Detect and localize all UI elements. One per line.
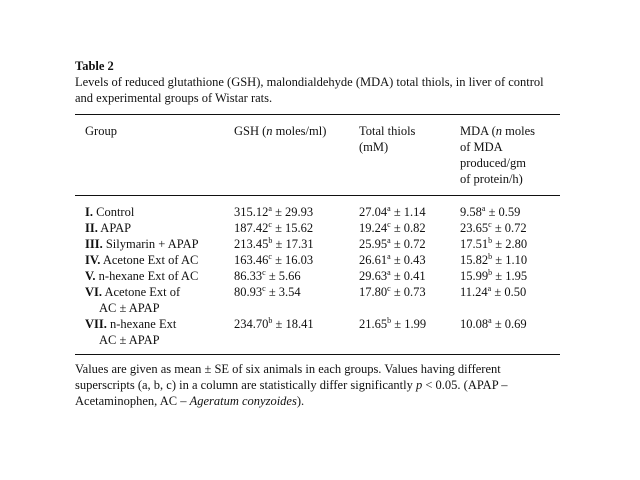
cell-total-thiols: 19.24c ± 0.82: [359, 219, 426, 235]
cell-group: IV. Acetone Ext of AC: [85, 253, 199, 267]
header-rule: [75, 195, 560, 196]
table-row: II. APAP 187.42c ± 15.62 19.24c ± 0.82 23.6…: [75, 220, 560, 236]
cell-gsh: 163.46c ± 16.03: [234, 251, 314, 267]
cell-group: VI. Acetone Ext of AC ± APAP: [85, 285, 181, 315]
cell-gsh: 187.42c ± 15.62: [234, 219, 314, 235]
cell-mda: 15.99b ± 1.95: [460, 267, 528, 283]
cell-mda: 15.82b ± 1.10: [460, 251, 528, 267]
cell-total-thiols: 26.61a ± 0.43: [359, 251, 426, 267]
header-gsh: GSH (n moles/ml): [234, 124, 327, 138]
data-table: Group GSH (n moles/ml) Total thiols (mM) …: [75, 115, 560, 354]
table-label: Table 2: [75, 59, 114, 73]
table-body: I. Control 315.12a ± 29.93 27.04a ± 1.14 9.…: [75, 196, 560, 354]
cell-mda: 17.51b ± 2.80: [460, 235, 528, 251]
cell-total-thiols: 17.80c ± 0.73: [359, 283, 426, 299]
cell-total-thiols: 21.65b ± 1.99: [359, 315, 427, 331]
header-group: Group: [85, 124, 117, 138]
header-mda: MDA (n moles of MDA produced/gm of protein/…: [460, 124, 536, 186]
header-total-thiols: Total thiols (mM): [359, 124, 416, 154]
cell-group: III. Silymarin + APAP: [85, 237, 199, 251]
cell-total-thiols: 29.63a ± 0.41: [359, 267, 426, 283]
cell-gsh: 234.70b ± 18.41: [234, 315, 314, 331]
table-row: VII. n-hexane Ext AC ± APAP 234.70b ± 18.4…: [75, 316, 560, 354]
cell-mda: 9.58a ± 0.59: [460, 203, 521, 219]
cell-group: II. APAP: [85, 221, 132, 235]
table-footnote: Values are given as mean ± SE of six ani…: [75, 362, 508, 408]
cell-gsh: 315.12a ± 29.93: [234, 203, 314, 219]
header-row: Group GSH (n moles/ml) Total thiols (mM) …: [75, 115, 560, 195]
cell-total-thiols: 25.95a ± 0.72: [359, 235, 426, 251]
table-row: VI. Acetone Ext of AC ± APAP 80.93c ± 3.54…: [75, 284, 560, 316]
bottom-rule: [75, 354, 560, 355]
table-header: Group GSH (n moles/ml) Total thiols (mM) …: [75, 115, 560, 196]
cell-gsh: 80.93c ± 3.54: [234, 283, 301, 299]
table-row: IV. Acetone Ext of AC 163.46c ± 16.03 26.6…: [75, 252, 560, 268]
document-page: Table 2 Levels of reduced glutathione (G…: [75, 58, 560, 409]
cell-gsh: 86.33c ± 5.66: [234, 267, 301, 283]
table-row: I. Control 315.12a ± 29.93 27.04a ± 1.14 9.…: [75, 196, 560, 220]
cell-gsh: 213.45b ± 17.31: [234, 235, 314, 251]
table-row: III. Silymarin + APAP 213.45b ± 17.31 25.9…: [75, 236, 560, 252]
cell-mda: 23.65c ± 0.72: [460, 219, 527, 235]
cell-mda: 10.08a ± 0.69: [460, 315, 527, 331]
table-row: V. n-hexane Ext of AC 86.33c ± 5.66 29.63a…: [75, 268, 560, 284]
cell-group: V. n-hexane Ext of AC: [85, 269, 199, 283]
cell-group: VII. n-hexane Ext AC ± APAP: [85, 317, 177, 347]
top-rule: [75, 114, 560, 115]
cell-mda: 11.24a ± 0.50: [460, 283, 527, 299]
table-caption: Levels of reduced glutathione (GSH), mal…: [75, 75, 544, 105]
cell-total-thiols: 27.04a ± 1.14: [359, 203, 426, 219]
cell-group: I. Control: [85, 205, 135, 219]
